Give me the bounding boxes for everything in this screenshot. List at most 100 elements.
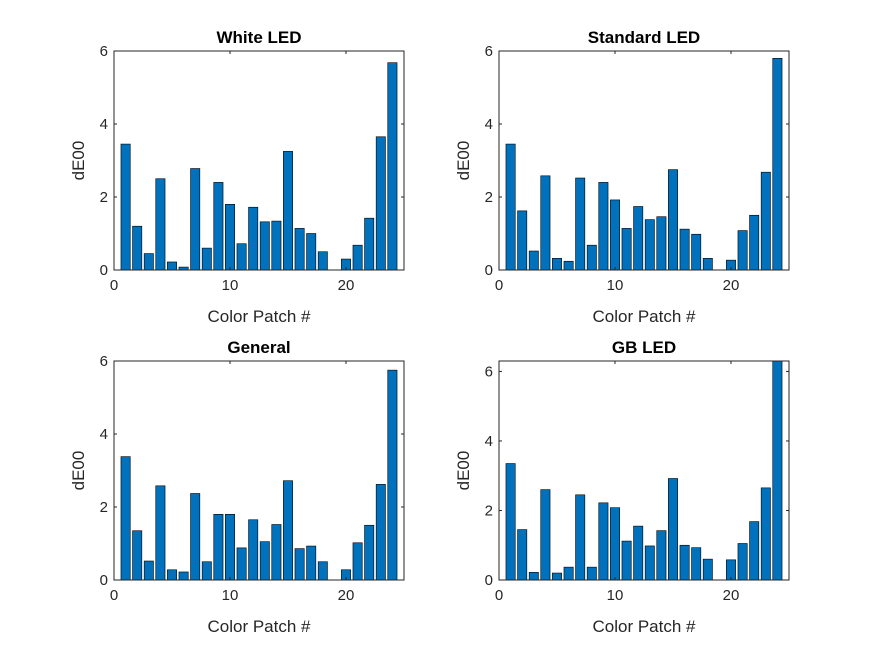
bar [737, 543, 748, 581]
y-axis-label: dE00 [454, 141, 473, 181]
bar [190, 493, 201, 581]
chart-title: GB LED [612, 338, 676, 357]
bar [387, 369, 398, 581]
y-tick-label: 2 [100, 189, 108, 206]
bar [656, 530, 667, 581]
bar [387, 62, 398, 271]
bar [668, 478, 678, 581]
bar [563, 566, 574, 581]
y-tick-label: 0 [485, 572, 493, 589]
y-tick-label: 2 [100, 499, 108, 516]
subplot-general: 0 10 20 0 2 4 6 General Color Patch # dE00 [69, 338, 405, 636]
bar [621, 540, 632, 581]
bar [772, 57, 783, 271]
x-tick-label: 0 [110, 277, 118, 294]
x-tick-label: 20 [723, 277, 740, 294]
bar [143, 253, 154, 271]
bar [294, 548, 305, 581]
bar [225, 204, 235, 271]
bar [749, 521, 760, 581]
bar [259, 541, 270, 581]
bar [213, 182, 224, 271]
bar [679, 228, 690, 271]
bar [120, 456, 131, 581]
y-tick-label: 4 [100, 116, 108, 133]
bar [644, 545, 655, 581]
subplot-white-led: 0 10 20 0 2 4 6 White LED Color Patch # dE00 [69, 28, 405, 326]
y-tick-label: 6 [100, 43, 108, 60]
bar [201, 561, 212, 581]
x-tick-label: 0 [495, 587, 503, 604]
bar [621, 228, 632, 271]
chart-title: Standard LED [588, 28, 700, 47]
x-tick-label: 0 [110, 587, 118, 604]
x-tick-label: 10 [607, 277, 624, 294]
bar [306, 545, 317, 581]
bar [575, 494, 586, 581]
y-axis-label: dE00 [69, 141, 88, 181]
bar [132, 225, 143, 271]
bar [120, 143, 131, 271]
bar [760, 487, 771, 581]
bar [213, 513, 224, 581]
bar [375, 484, 386, 581]
bar [375, 136, 386, 271]
bar [236, 243, 247, 271]
x-tick-label: 10 [607, 587, 624, 604]
chart-title: General [227, 338, 290, 357]
bar [225, 513, 235, 581]
bar [283, 480, 293, 581]
bar [691, 233, 702, 271]
bar [352, 542, 363, 581]
subplot-gb-led: 0 10 20 0 2 4 6 GB LED Color Patch # dE00 [454, 338, 790, 636]
y-tick-label: 4 [485, 433, 493, 450]
x-tick-label: 10 [222, 587, 239, 604]
bar [749, 214, 760, 271]
bar [528, 250, 539, 271]
x-tick-label: 20 [338, 587, 355, 604]
bars [505, 57, 783, 271]
y-tick-label: 4 [100, 426, 108, 443]
bar [283, 151, 293, 271]
x-tick-label: 0 [495, 277, 503, 294]
bar [528, 572, 539, 581]
y-tick-label: 2 [485, 189, 493, 206]
y-tick-label: 0 [100, 572, 108, 589]
bar [505, 143, 516, 271]
bar [294, 228, 305, 271]
y-tick-label: 0 [485, 262, 493, 279]
y-axis-label: dE00 [454, 451, 473, 491]
bar [552, 572, 562, 581]
x-axis-label: Color Patch # [593, 617, 697, 636]
bar [598, 182, 609, 271]
bar [610, 507, 620, 581]
x-axis-label: Color Patch # [593, 307, 697, 326]
chart-title: White LED [217, 28, 302, 47]
bar [271, 524, 282, 581]
bar [633, 206, 644, 271]
bar [691, 547, 702, 581]
bar [679, 544, 690, 581]
bar [505, 463, 516, 581]
bars [120, 62, 398, 271]
bar [167, 261, 177, 271]
y-tick-label: 6 [100, 353, 108, 370]
bar [610, 199, 620, 271]
bar [352, 244, 363, 271]
bar [737, 230, 748, 271]
bar [644, 219, 655, 271]
bar [668, 169, 678, 271]
y-tick-label: 6 [485, 363, 493, 380]
bar [702, 258, 713, 271]
bar [517, 529, 528, 581]
y-axis-label: dE00 [69, 451, 88, 491]
bar [364, 217, 375, 271]
subplot-standard-led: 0 10 20 0 2 4 6 Standard LED Color Patch # dE0… [454, 28, 790, 326]
bar [760, 171, 771, 271]
bar [772, 360, 783, 581]
bar [248, 206, 259, 271]
bar [563, 260, 574, 271]
axes-outline [498, 360, 790, 581]
bar [236, 547, 247, 581]
